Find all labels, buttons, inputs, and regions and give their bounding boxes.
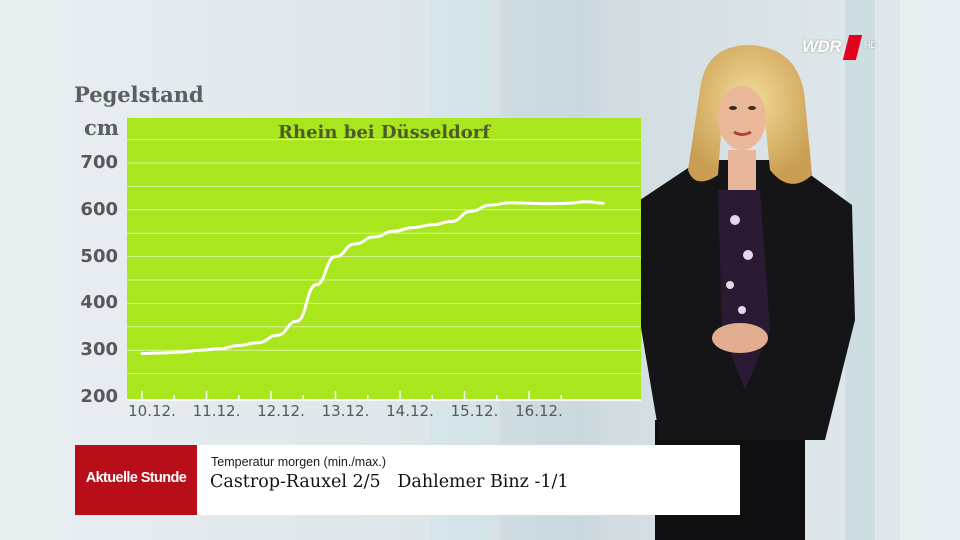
chart-title: Rhein bei Düsseldorf (278, 122, 490, 143)
y-tick-label: 500 (80, 245, 118, 267)
y-tick-label: 300 (80, 339, 118, 361)
x-tick-label: 16.12. (515, 402, 563, 420)
y-tick-label: 200 (80, 386, 118, 407)
caption-subtitle: Temperatur morgen (min./max.) (211, 455, 387, 469)
show-name-label: Aktuelle Stunde (85, 470, 187, 486)
series-line (140, 200, 605, 355)
y-tick-label: 400 (80, 292, 118, 314)
x-tick-label: 14.12. (386, 402, 434, 420)
caption-main: Castrop-Rauxel 2/5 Dahlemer Binz -1/1 (210, 472, 569, 492)
chart-plot (127, 139, 641, 401)
hd-badge: HD (864, 40, 877, 50)
x-tick-label: 13.12. (321, 402, 370, 420)
wdr-logo: WDR (802, 37, 842, 56)
y-tick-label: 600 (80, 198, 118, 220)
x-tick-label: 15.12. (450, 402, 499, 420)
y-axis-unit: cm (84, 115, 120, 140)
x-tick-label: 12.12. (257, 402, 305, 420)
x-tick-label: 10.12. (128, 402, 176, 420)
y-axis-title: Pegelstand (74, 82, 204, 107)
x-tick-label: 11.12. (192, 402, 241, 420)
chart-panel (127, 118, 641, 401)
y-tick-label: 700 (80, 152, 118, 173)
brand-box (75, 445, 197, 515)
